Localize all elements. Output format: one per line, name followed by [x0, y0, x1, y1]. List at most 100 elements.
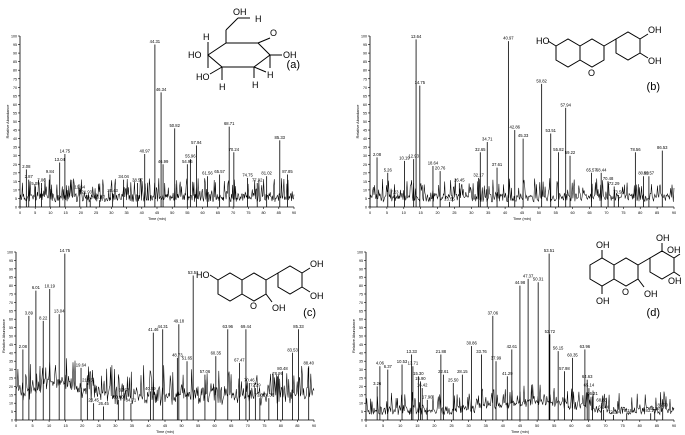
peak-label: 13.04	[54, 157, 65, 162]
y-axis-label: Relative Abundance	[2, 319, 6, 353]
x-tick-label: 55	[185, 211, 189, 215]
svg-text:H: H	[203, 32, 210, 42]
y-tick-label: 20	[359, 385, 363, 389]
peak-label: 46.99	[158, 159, 169, 164]
y-tick-label: 80	[13, 69, 17, 73]
x-tick-label: 45	[163, 424, 167, 428]
peak-label: 49.18	[174, 319, 185, 324]
peak-label: 21.93	[82, 190, 93, 195]
x-tick-label: 65	[229, 424, 233, 428]
svg-text:OH: OH	[648, 25, 662, 35]
y-tick-label: 30	[13, 154, 17, 158]
peak-label: 16.42	[417, 383, 428, 388]
peak-label: 32.17	[473, 172, 484, 177]
peak-label: 66.21	[587, 391, 598, 396]
svg-text:HO: HO	[196, 72, 210, 82]
y-tick-label: 60	[359, 318, 363, 322]
x-tick-label: 60	[569, 424, 573, 428]
peak-label: 2.87	[25, 174, 34, 179]
y-tick-label: 95	[9, 259, 13, 263]
chromatogram-panel-b: 0510152025303540455055606570758085909510…	[356, 34, 676, 221]
x-tick-label: 0	[15, 424, 17, 428]
peak-label: 19.64	[76, 362, 87, 367]
x-tick-label: 20	[432, 424, 436, 428]
svg-text:OH: OH	[283, 50, 297, 60]
x-tick-label: 25	[97, 424, 101, 428]
y-tick-label: 45	[13, 129, 17, 133]
peak-label: 51.65	[182, 356, 193, 361]
peak-label: 6.01	[32, 285, 41, 290]
peak-label: 4.06	[376, 361, 385, 366]
peak-label: 63.96	[223, 324, 234, 329]
peak-label: 46.34	[156, 87, 167, 92]
y-tick-label: 65	[9, 309, 13, 313]
peak-label: 10.53	[397, 359, 408, 364]
x-axis-label: Time (min)	[513, 217, 532, 221]
x-tick-label: 35	[486, 211, 490, 215]
peak-label: 10.19	[44, 283, 55, 288]
x-tick-label: 90	[672, 424, 676, 428]
y-tick-label: 0	[365, 206, 367, 210]
peak-label: 65.57	[214, 169, 225, 174]
peak-label: 41.29	[502, 371, 513, 376]
peak-label: 3.26	[373, 381, 382, 386]
molecule-atom-labels-d: OH OH OH OH O OH OH	[596, 233, 682, 306]
peak-label: 18.64	[428, 160, 439, 165]
y-tick-label: 30	[363, 154, 367, 158]
peak-label: 59.22	[565, 150, 576, 155]
y-tick-label: 75	[359, 293, 363, 297]
y-tick-label: 50	[359, 335, 363, 339]
peak-label: 56.15	[553, 346, 564, 351]
y-tick-label: 35	[359, 360, 363, 364]
y-tick-label: 0	[11, 419, 13, 423]
x-tick-label: 50	[537, 211, 541, 215]
x-tick-label: 75	[621, 424, 625, 428]
peak-label: 32.65	[475, 147, 486, 152]
y-tick-label: 30	[359, 368, 363, 372]
peak-label: 32.57	[119, 388, 130, 393]
peak-label: 50.31	[533, 277, 544, 282]
molecule-structure-d	[589, 243, 681, 294]
y-tick-label: 85	[363, 60, 367, 64]
peak-label: 26.45	[454, 178, 465, 183]
x-tick-label: 5	[31, 424, 33, 428]
svg-text:OH: OH	[310, 291, 324, 301]
x-tick-label: 35	[130, 424, 134, 428]
peak-label: 40.59	[145, 386, 156, 391]
molecule-structure-c	[209, 265, 311, 303]
peak-label: 73.65	[255, 393, 266, 398]
y-tick-label: 15	[9, 393, 13, 397]
peak-label: 53.51	[188, 270, 199, 275]
y-tick-label: 15	[359, 393, 363, 397]
peak-label: 53.72	[545, 329, 556, 334]
peak-label: 8.22	[39, 315, 48, 320]
y-tick-label: 10	[363, 188, 367, 192]
x-tick-label: 65	[586, 424, 590, 428]
x-tick-label: 15	[415, 424, 419, 428]
svg-text:OH: OH	[596, 240, 610, 250]
x-tick-label: 10	[402, 211, 406, 215]
y-tick-label: 40	[13, 137, 17, 141]
x-tick-label: 15	[419, 211, 423, 215]
peak-label: 76.18	[621, 408, 632, 413]
peak-label: 20.76	[435, 166, 446, 171]
peak-label: 82.57	[644, 171, 655, 176]
peak-label: 23.06	[85, 195, 96, 200]
svg-text:HO: HO	[188, 50, 202, 60]
x-tick-label: 90	[292, 211, 296, 215]
molecule-atom-labels-a: H OH H O HO HO H H OH H	[188, 7, 297, 92]
peak-label: 10.19	[399, 155, 410, 160]
peak-label: 38.57	[132, 178, 143, 183]
peak-label: 44.98	[515, 280, 526, 285]
y-tick-label: 25	[13, 163, 17, 167]
x-tick-label: 5	[382, 424, 384, 428]
peak-label: 41.46	[148, 327, 159, 332]
svg-text:HO: HO	[536, 36, 550, 46]
peak-label: 30.43	[107, 188, 118, 193]
y-tick-label: 100	[11, 35, 17, 39]
y-tick-label: 75	[13, 77, 17, 81]
peak-label: 83.53	[287, 347, 298, 352]
x-tick-label: 75	[621, 211, 625, 215]
x-tick-label: 50	[170, 211, 174, 215]
peak-label: 72.29	[250, 383, 261, 388]
